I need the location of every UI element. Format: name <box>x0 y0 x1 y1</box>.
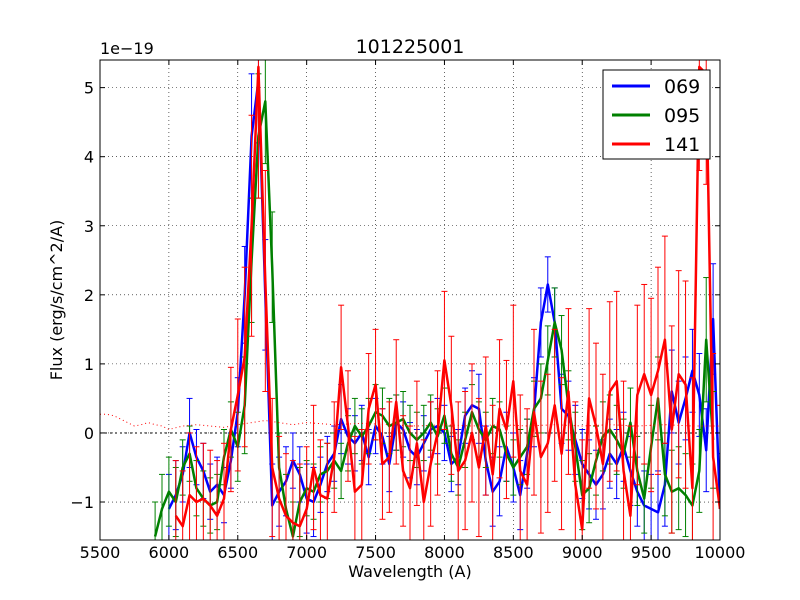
y-tick-label: −1 <box>70 493 94 512</box>
x-tick-label: 9500 <box>631 543 672 562</box>
x-tick-label: 6000 <box>149 543 190 562</box>
x-tick-label: 8500 <box>493 543 534 562</box>
x-tick-label: 7500 <box>355 543 396 562</box>
x-tick-label: 5500 <box>80 543 121 562</box>
series-line-141 <box>174 65 720 531</box>
legend: 069 095 141 <box>602 69 711 160</box>
y-multiplier-label: 1e−19 <box>100 39 154 58</box>
y-tick-label: 5 <box>84 79 94 98</box>
x-axis-title: Wavelength (A) <box>348 562 471 581</box>
x-tick-label: 10000 <box>695 543 746 562</box>
x-tick-label: 9000 <box>562 543 603 562</box>
y-tick-label: 2 <box>84 286 94 305</box>
y-axis-title: Flux (erg/s/cm^2/A) <box>47 220 66 381</box>
axis-ticks: 5500 6000 6500 7000 7500 8000 8500 9000 9500 1000… <box>70 60 745 562</box>
x-tick-label: 8000 <box>424 543 465 562</box>
y-tick-label: 3 <box>84 217 94 236</box>
series-line-095 <box>153 100 715 538</box>
chart-title: 101225001 <box>356 36 465 58</box>
series-141 <box>172 60 720 540</box>
x-tick-label: 7000 <box>286 543 327 562</box>
y-tick-label: 0 <box>84 424 94 443</box>
legend-label-069: 069 <box>664 76 700 98</box>
plot-frame <box>99 59 721 541</box>
x-tick-label: 6500 <box>217 543 258 562</box>
series-layer <box>100 60 720 540</box>
legend-label-095: 095 <box>664 105 700 127</box>
y-tick-label: 4 <box>84 148 94 167</box>
y-tick-label: 1 <box>84 355 94 374</box>
legend-label-141: 141 <box>664 134 700 156</box>
